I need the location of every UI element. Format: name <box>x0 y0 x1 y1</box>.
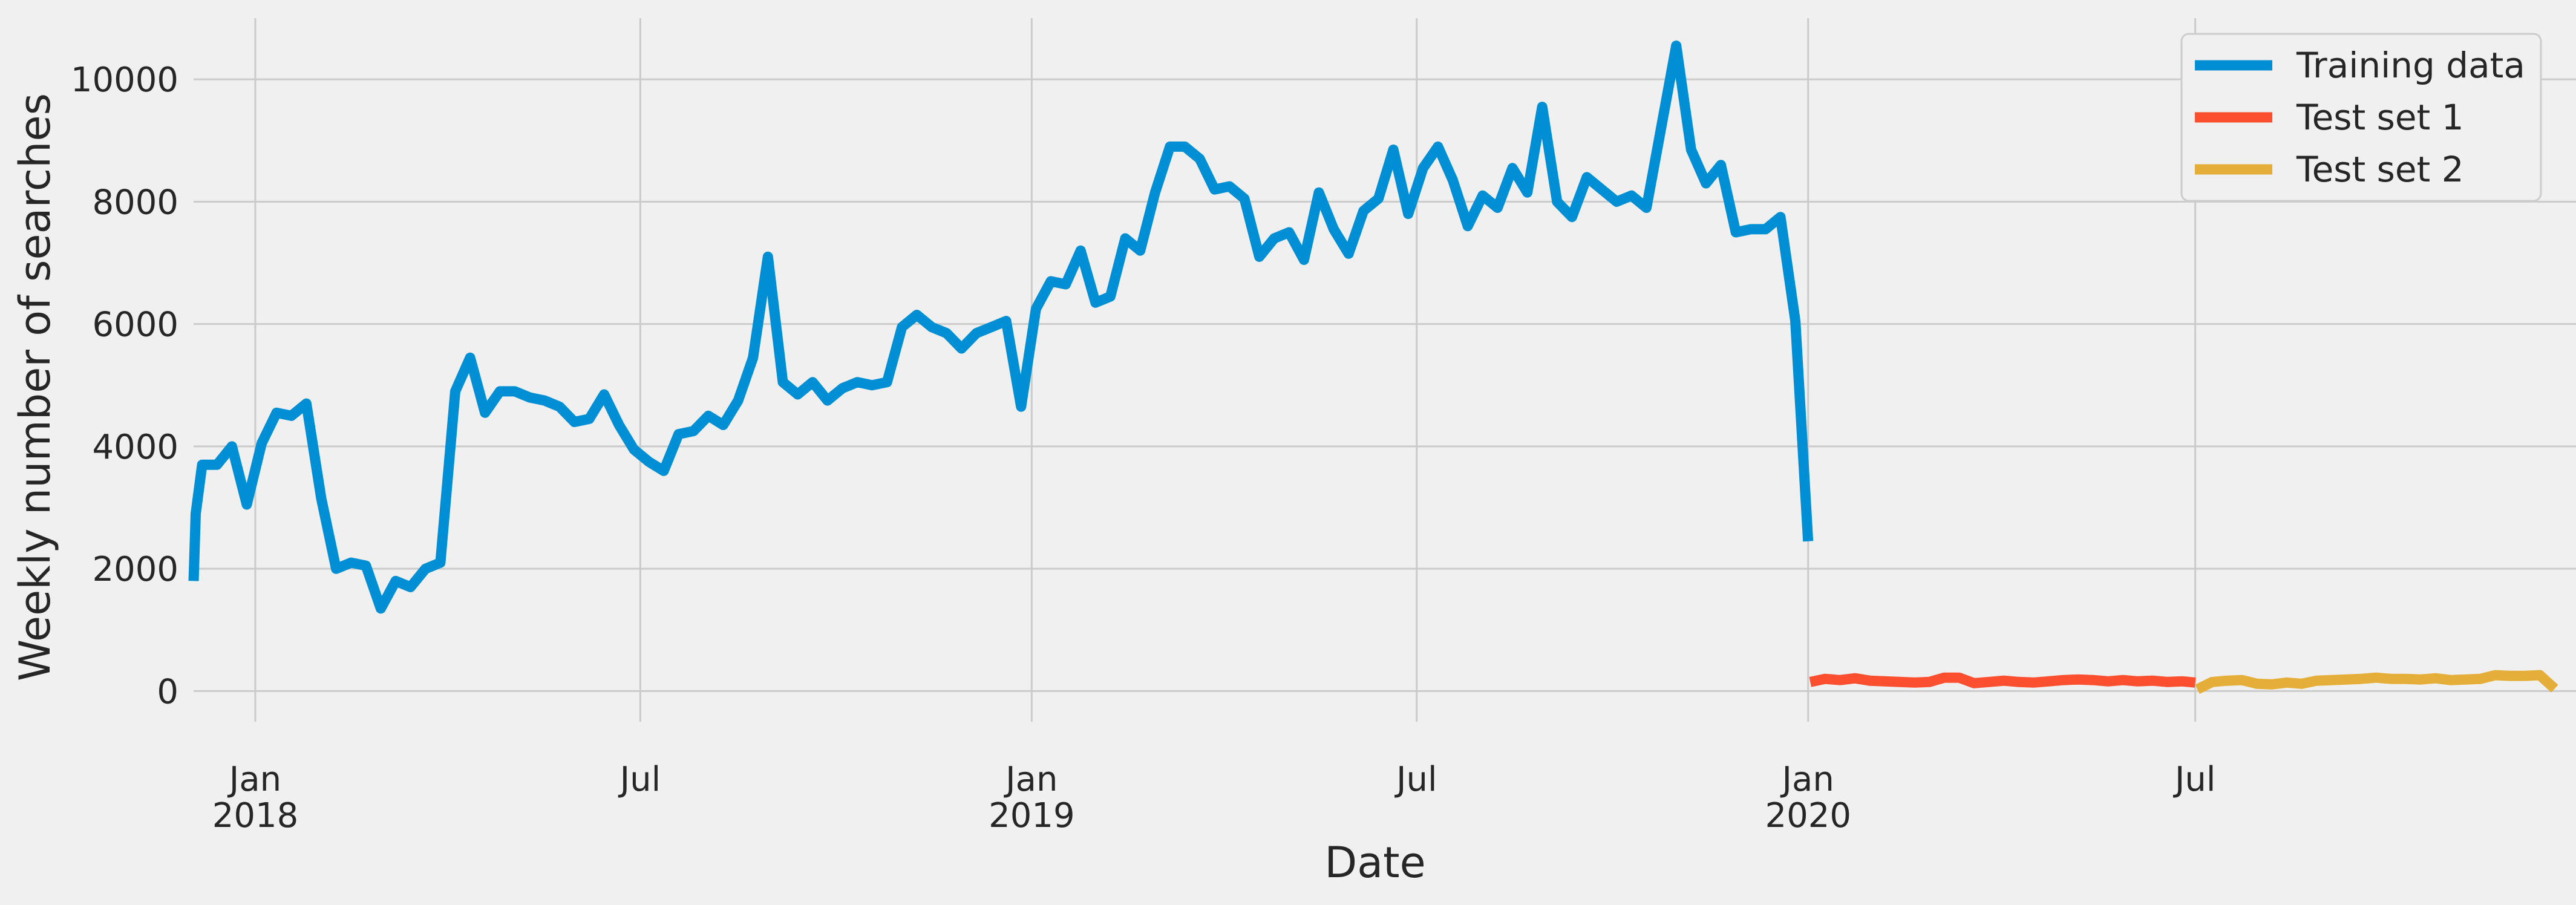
y-tick-label: 2000 <box>92 550 178 589</box>
series-line-2 <box>1809 672 2196 688</box>
y-tick-label: 4000 <box>92 428 178 467</box>
legend-label: Test set 2 <box>2296 149 2464 190</box>
y-tick-label: 0 <box>157 672 178 711</box>
series-line-3 <box>2195 670 2558 694</box>
x-tick-year-label: 2020 <box>1765 796 1851 835</box>
x-tick-year-label: 2018 <box>212 796 299 835</box>
y-tick-label: 6000 <box>92 305 178 345</box>
y-tick-label: 10000 <box>71 60 178 100</box>
x-axis-label: Date <box>1324 838 1425 887</box>
series-line-1 <box>188 41 1814 614</box>
y-tick-label: 8000 <box>92 183 178 222</box>
x-tick-year-label: 2019 <box>989 796 1075 835</box>
grid-lines <box>194 18 2576 722</box>
legend-box <box>2180 33 2542 202</box>
legend-label: Test set 1 <box>2296 97 2464 138</box>
x-tick-label: Jul <box>2173 760 2216 799</box>
x-tick-label: Jul <box>618 760 661 799</box>
x-tick-label: Jul <box>1394 760 1437 799</box>
y-axis-label: Weekly number of searches <box>10 93 60 681</box>
x-tick-label: Jan <box>227 760 281 799</box>
y-tick-labels: 0 2000 4000 6000 8000 10000 <box>71 60 178 711</box>
series-lines <box>188 41 2558 694</box>
legend-label: Training data <box>2296 45 2525 86</box>
x-tick-label: Jan <box>1004 760 1058 799</box>
legend: Training data Test set 1 Test set 2 <box>2180 33 2542 202</box>
x-tick-label: Jan <box>1780 760 1834 799</box>
